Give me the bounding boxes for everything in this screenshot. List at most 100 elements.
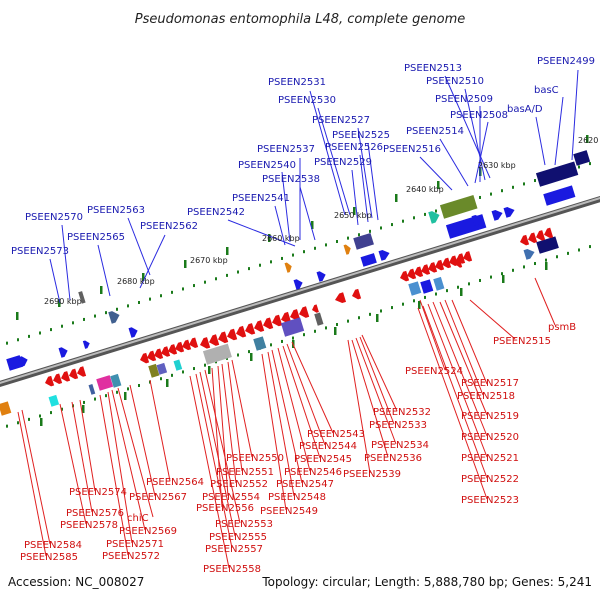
leader-line (59, 403, 87, 525)
gene-arrow (77, 366, 87, 377)
scale-tick (160, 294, 162, 298)
gene-label: PSEEN2537 (257, 144, 315, 155)
gene-label: PSEEN2510 (426, 76, 484, 87)
leader-line (149, 379, 171, 482)
leader-line (299, 186, 316, 241)
gene-block-shape (543, 185, 576, 206)
scale-tick-label: 2620 kbp (578, 136, 600, 145)
gene-arrow-shape (435, 259, 445, 271)
scale-tick (501, 189, 503, 193)
leader-line (17, 411, 47, 557)
scale-tick (237, 270, 239, 274)
gene-arrow-shape (316, 271, 326, 282)
leader-line (367, 142, 379, 221)
gene-arrow-shape (536, 230, 546, 241)
leader-line (271, 349, 303, 484)
gene-arrow-shape (378, 250, 390, 261)
scale-tick-major (142, 273, 145, 281)
scale-tick (391, 306, 393, 310)
gene-arrow (82, 340, 90, 349)
leader-line (111, 389, 146, 531)
leader-line (444, 75, 491, 179)
scale-tick (6, 424, 8, 428)
gene-block (408, 281, 422, 296)
gene-arrow (284, 262, 292, 273)
leader-line (432, 301, 488, 437)
scale-tick (314, 246, 316, 250)
gene-arrow (428, 211, 440, 224)
leader-line (99, 394, 129, 556)
gene-label: PSEEN2562 (140, 221, 198, 232)
gene-block-shape (202, 343, 232, 365)
gene-label: PSEEN2546 (284, 467, 342, 478)
gene-arrow-shape (108, 311, 120, 324)
scale-tick (435, 209, 437, 213)
gene-label: PSEEN2536 (364, 453, 422, 464)
gene-arrow-shape (523, 249, 535, 260)
leader-line (469, 299, 516, 340)
gene-arrow (58, 347, 68, 358)
gene-block (96, 375, 114, 391)
gene-block-shape (360, 253, 377, 267)
gene-arrow (61, 371, 71, 382)
scale-tick (578, 248, 580, 252)
gene-label: PSEEN2514 (406, 126, 464, 137)
scale-tick (182, 287, 184, 291)
gene-arrow (491, 210, 503, 221)
scale-tick (248, 267, 250, 271)
scale-tick (204, 280, 206, 284)
gene-arrow-shape (421, 264, 431, 275)
scale-tick (413, 299, 415, 303)
gene-arrow-shape (140, 352, 150, 364)
gene-arrow-shape (281, 311, 292, 324)
topology-label: Topology: circular; Length: 5,888,780 bp… (261, 575, 592, 589)
scale-tick (204, 363, 206, 367)
scale-tick (336, 240, 338, 244)
gene-arrow-shape (503, 207, 515, 218)
gene-arrow (316, 271, 326, 282)
scale-tick (446, 289, 448, 293)
leader-line (71, 401, 93, 513)
gene-label: PSEEN2550 (226, 453, 284, 464)
gene-block (88, 384, 96, 395)
leader-line (274, 205, 286, 246)
gene-block (48, 394, 60, 407)
gene-arrow-shape (442, 257, 452, 269)
gene-arrow-shape (428, 262, 438, 273)
gene-label: PSEEN2533 (369, 420, 427, 431)
gene-block (439, 195, 478, 219)
gene-arrow-shape (463, 251, 473, 262)
leader-line (227, 219, 296, 247)
scale-tick (6, 341, 8, 345)
gene-label: PSEEN2508 (450, 110, 508, 121)
scale-tick (303, 333, 305, 337)
scale-track (6, 135, 591, 428)
leader-line (427, 303, 488, 458)
gene-block (360, 253, 377, 267)
scale-labels: 2620 kbp 2630 kbp 2640 kbp 2650 kbp 2660… (44, 136, 600, 306)
gene-arrow (245, 323, 256, 335)
scale-tick (160, 377, 162, 381)
scale-tick (94, 397, 96, 401)
gene-arrow (227, 328, 238, 341)
leader-line (107, 391, 133, 544)
gene-block (110, 373, 122, 388)
leader-line (422, 305, 488, 479)
map-title: Pseudomonas entomophila L48, complete ge… (135, 12, 466, 27)
gene-arrow (343, 244, 351, 255)
gene-arrow (407, 268, 417, 280)
scale-tick (512, 185, 514, 189)
gene-arrow (182, 339, 192, 351)
gene-label: PSEEN2525 (332, 130, 390, 141)
scale-tick (501, 272, 503, 276)
gene-label: PSEEN2574 (69, 487, 127, 498)
gene-arrow-shape (471, 215, 483, 226)
scale-tick (171, 290, 173, 294)
gene-arrow-shape (414, 266, 424, 277)
leader-line (355, 337, 397, 445)
scale-tick (248, 350, 250, 354)
gene-arrow (236, 325, 247, 338)
scale-tick (281, 256, 283, 260)
scale-tick (424, 212, 426, 216)
